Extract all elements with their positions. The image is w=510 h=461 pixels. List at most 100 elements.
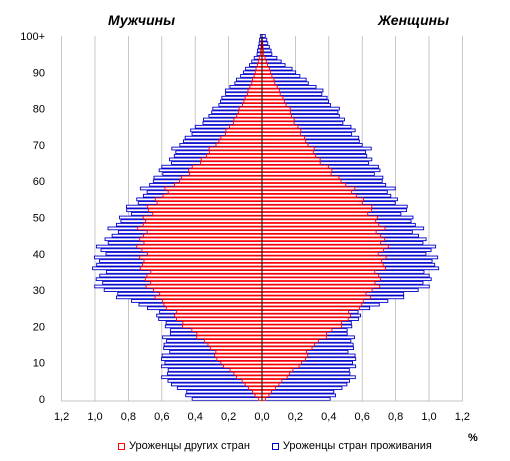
- bar-foreign-women: [261, 349, 308, 354]
- y-tick-label: 0: [39, 394, 45, 406]
- x-tick-label: 0,2: [288, 411, 303, 423]
- men-header: Мужчины: [108, 12, 176, 28]
- bar-foreign-women: [261, 295, 372, 300]
- bar-foreign-men: [242, 103, 263, 107]
- bar-foreign-men: [225, 132, 263, 136]
- bar-foreign-men: [179, 179, 263, 184]
- bar-foreign-men: [142, 262, 263, 267]
- bar-foreign-men: [216, 357, 263, 361]
- bar-foreign-men: [223, 364, 263, 369]
- bar-foreign-women: [261, 153, 317, 158]
- bar-foreign-women: [261, 77, 275, 82]
- y-tick-label: 60: [33, 176, 45, 188]
- bar-foreign-men: [142, 222, 263, 227]
- bar-foreign-women: [261, 81, 276, 86]
- bar-foreign-women: [261, 331, 327, 336]
- x-tick-label: 1,0: [421, 411, 436, 423]
- bar-foreign-women: [261, 186, 356, 191]
- bar-foreign-women: [261, 230, 377, 234]
- bar-foreign-men: [253, 74, 263, 78]
- bar-foreign-men: [191, 164, 263, 169]
- bar-foreign-women: [261, 190, 353, 194]
- bar-foreign-men: [203, 339, 263, 343]
- bar-foreign-women: [261, 393, 270, 398]
- bar-foreign-women: [261, 212, 369, 216]
- bar-foreign-men: [255, 66, 263, 71]
- legend: Уроженцы других стран Уроженцы стран про…: [118, 440, 454, 452]
- bar-foreign-men: [236, 375, 263, 380]
- bar-foreign-women: [261, 132, 301, 136]
- legend-item-native-born: Уроженцы стран проживания: [271, 440, 432, 452]
- bar-foreign-women: [261, 84, 278, 89]
- bar-foreign-men: [146, 230, 263, 234]
- bar-foreign-women: [261, 157, 321, 162]
- bar-foreign-women: [261, 106, 291, 111]
- bar-foreign-women: [261, 386, 276, 390]
- bar-foreign-women: [261, 219, 377, 223]
- bar-foreign-women: [261, 339, 319, 343]
- bar-foreign-men: [139, 266, 263, 271]
- bar-foreign-men: [161, 299, 263, 303]
- bar-foreign-women: [261, 357, 306, 361]
- bar-foreign-men: [237, 110, 263, 115]
- legend-label-foreign-born: Уроженцы других стран: [129, 440, 250, 452]
- bar-foreign-men: [174, 182, 263, 187]
- bar-foreign-women: [261, 273, 380, 278]
- bar-foreign-women: [261, 124, 299, 129]
- bar-foreign-women: [261, 241, 382, 245]
- bar-foreign-men: [208, 146, 263, 151]
- bar-foreign-men: [182, 320, 263, 325]
- bar-native-men: [191, 397, 263, 401]
- bar-foreign-men: [150, 270, 263, 274]
- bar-foreign-women: [261, 63, 268, 67]
- bar-foreign-women: [261, 146, 315, 151]
- x-tick-label: 0,6: [355, 411, 370, 423]
- bar-foreign-women: [261, 114, 292, 118]
- bar-foreign-men: [176, 317, 263, 321]
- bar-foreign-women: [261, 175, 340, 180]
- bar-foreign-men: [229, 124, 263, 129]
- bar-foreign-women: [261, 270, 376, 274]
- x-tick-label: 1,2: [455, 411, 470, 423]
- bar-foreign-women: [261, 251, 379, 256]
- bar-foreign-men: [254, 70, 263, 75]
- bar-foreign-men: [241, 379, 263, 383]
- bar-foreign-women: [261, 121, 295, 125]
- bar-foreign-women: [261, 379, 283, 383]
- bar-foreign-women: [261, 70, 271, 75]
- bar-foreign-men: [233, 371, 263, 376]
- bar-foreign-women: [261, 382, 280, 387]
- x-tick-label: 0,4: [321, 411, 336, 423]
- bar-foreign-men: [137, 226, 263, 231]
- legend-swatch-blue: [271, 442, 279, 450]
- bar-foreign-men: [154, 197, 263, 202]
- bar-foreign-women: [261, 302, 363, 307]
- bar-foreign-men: [136, 244, 263, 249]
- bar-foreign-men: [142, 233, 263, 238]
- bar-foreign-men: [144, 277, 263, 282]
- bar-foreign-women: [261, 168, 333, 173]
- bar-foreign-men: [214, 353, 263, 358]
- bar-foreign-men: [257, 63, 263, 67]
- women-header: Женщины: [378, 12, 450, 28]
- bar-foreign-men: [143, 241, 263, 245]
- bar-foreign-men: [209, 346, 263, 351]
- bar-foreign-men: [146, 251, 263, 256]
- bar-foreign-women: [261, 226, 386, 231]
- bar-foreign-men: [208, 150, 263, 154]
- bar-foreign-men: [141, 248, 263, 253]
- bar-foreign-men: [176, 310, 263, 314]
- bar-foreign-women: [261, 95, 284, 100]
- bar-foreign-men: [215, 349, 263, 354]
- bar-foreign-women: [261, 135, 305, 140]
- bar-foreign-women: [261, 360, 302, 365]
- bar-foreign-men: [244, 95, 263, 100]
- x-tick-label: 0,6: [154, 411, 169, 423]
- unit-label: %: [468, 432, 478, 444]
- bar-foreign-women: [261, 284, 381, 289]
- bar-foreign-women: [261, 193, 357, 198]
- bar-foreign-men: [254, 393, 263, 398]
- bar-foreign-men: [236, 114, 263, 118]
- y-tick-label: 50: [33, 213, 45, 225]
- bar-foreign-men: [153, 288, 263, 292]
